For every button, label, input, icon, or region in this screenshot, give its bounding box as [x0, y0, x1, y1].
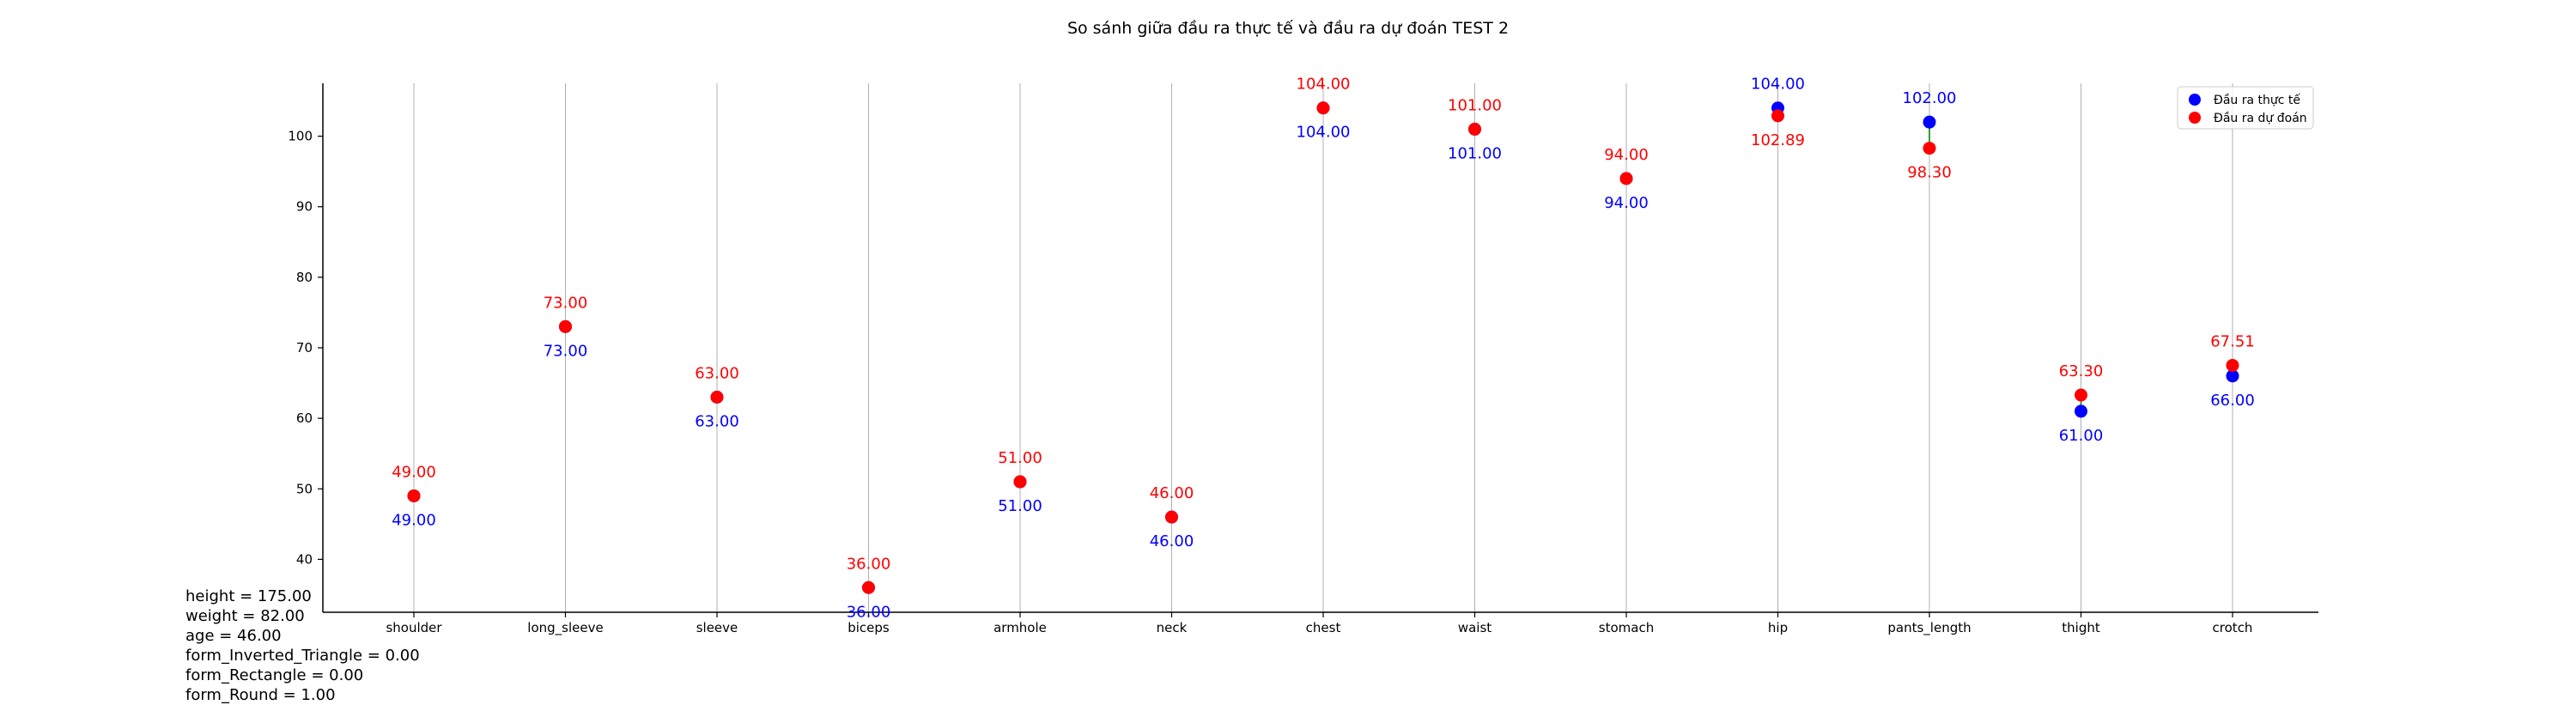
axes	[322, 83, 2318, 613]
point-predicted	[407, 489, 421, 502]
x-tick-label: biceps	[848, 620, 890, 635]
data-label-predicted: 98.30	[1907, 164, 1952, 182]
point-actual	[2226, 369, 2239, 383]
data-label-predicted: 36.00	[847, 555, 891, 573]
data-label-actual: 73.00	[544, 342, 588, 360]
data-label-predicted: 101.00	[1448, 96, 1502, 114]
point-predicted	[710, 390, 724, 404]
data-label-actual: 51.00	[998, 497, 1042, 515]
legend: Đầu ra thực tế Đầu ra dự đoán	[2177, 86, 2314, 130]
x-tick-label: neck	[1157, 620, 1188, 635]
data-label-actual: 101.00	[1448, 144, 1502, 162]
y-tick-label: 60	[296, 410, 313, 426]
point-predicted	[1771, 109, 1784, 123]
legend-marker-actual	[2189, 94, 2201, 106]
point-predicted	[1619, 172, 1633, 185]
legend-marker-predicted	[2189, 112, 2201, 124]
data-labels: 49.00 49.00 73.00 73.00 63.00 63.00 36.00 36.00…	[392, 76, 2255, 622]
data-label-actual: 102.00	[1903, 89, 1957, 107]
point-predicted	[1316, 101, 1330, 115]
point-actual	[1923, 115, 1936, 129]
data-label-predicted: 73.00	[544, 294, 588, 312]
x-tick-label: pants_length	[1887, 620, 1971, 636]
x-ticks: shoulder long_sleeve sleeve biceps armhole ne…	[386, 612, 2252, 636]
data-label-predicted: 67.51	[2210, 332, 2255, 350]
legend-label-actual: Đầu ra thực tế	[2214, 93, 2300, 107]
y-tick-label: 90	[296, 199, 313, 215]
note-height: height = 175.00	[185, 587, 312, 605]
data-label-actual: 36.00	[847, 603, 891, 621]
point-predicted	[2226, 358, 2239, 372]
data-label-actual: 94.00	[1604, 194, 1649, 212]
grid-lines	[413, 83, 2233, 612]
data-label-actual: 66.00	[2210, 392, 2255, 410]
point-predicted	[862, 580, 875, 594]
data-label-predicted: 63.00	[695, 364, 739, 382]
x-tick-label: long_sleeve	[527, 620, 603, 636]
note-weight: weight = 82.00	[185, 607, 305, 625]
data-points	[407, 101, 2239, 594]
note-age: age = 46.00	[185, 627, 282, 645]
legend-label-predicted: Đầu ra dự đoán	[2214, 112, 2307, 125]
data-label-predicted: 94.00	[1604, 146, 1649, 164]
data-label-predicted: 63.30	[2059, 362, 2104, 380]
input-parameters: height = 175.00 weight = 82.00 age = 46.…	[185, 586, 420, 705]
x-tick-label: chest	[1306, 620, 1341, 635]
data-label-actual: 46.00	[1150, 532, 1194, 550]
y-tick-label: 70	[296, 340, 313, 356]
x-tick-label: thight	[2062, 620, 2100, 635]
legend-frame	[2177, 86, 2314, 130]
point-predicted	[2075, 388, 2087, 402]
data-label-actual: 49.00	[392, 511, 436, 529]
note-form-rectangle: form_Rectangle = 0.00	[185, 666, 364, 684]
point-predicted	[1013, 475, 1027, 489]
point-predicted	[559, 319, 572, 333]
data-label-predicted: 104.00	[1297, 76, 1351, 94]
x-tick-label: shoulder	[386, 620, 442, 635]
y-ticks: 40 50 60 70 80 90 100	[288, 129, 323, 567]
chart-title: So sánh giữa đầu ra thực tế và đầu ra dự…	[1067, 19, 1509, 38]
data-label-actual: 104.00	[1751, 76, 1805, 94]
x-tick-label: armhole	[993, 620, 1047, 635]
data-label-actual: 61.00	[2059, 427, 2104, 445]
y-tick-label: 80	[296, 270, 313, 285]
point-predicted	[1468, 122, 1481, 136]
note-form-inverted-triangle: form_Inverted_Triangle = 0.00	[185, 647, 420, 665]
x-tick-label: stomach	[1599, 620, 1654, 635]
x-tick-label: waist	[1458, 620, 1492, 635]
data-label-actual: 104.00	[1297, 124, 1351, 142]
data-label-actual: 63.00	[695, 412, 739, 430]
data-label-predicted: 49.00	[392, 463, 436, 481]
data-label-predicted: 102.89	[1751, 131, 1805, 149]
data-label-predicted: 51.00	[998, 449, 1042, 467]
note-form-round: form_Round = 1.00	[185, 686, 336, 704]
point-predicted	[1165, 510, 1178, 524]
y-tick-label: 50	[296, 481, 313, 496]
data-label-predicted: 46.00	[1150, 484, 1194, 502]
comparison-chart: So sánh giữa đầu ra thực tế và đầu ra dự…	[288, 19, 2318, 636]
y-tick-label: 100	[288, 129, 313, 144]
point-predicted	[1923, 142, 1936, 155]
x-tick-label: hip	[1768, 620, 1788, 635]
y-tick-label: 40	[296, 551, 313, 567]
point-actual	[2075, 404, 2087, 418]
x-tick-label: sleeve	[696, 620, 738, 635]
x-tick-label: crotch	[2213, 620, 2253, 635]
